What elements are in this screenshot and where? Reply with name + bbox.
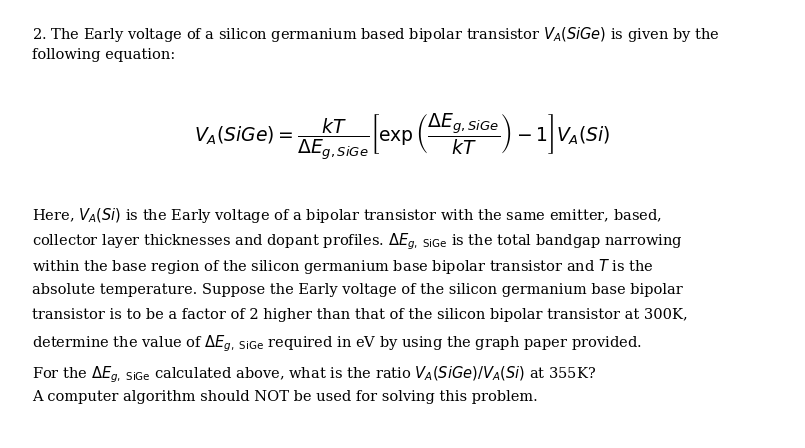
Text: within the base region of the silicon germanium base bipolar transistor and $\ma: within the base region of the silicon ge… (32, 257, 654, 276)
Text: For the $\Delta E_{g,\mathrm{~SiGe}}$ calculated above, what is the ratio $\math: For the $\Delta E_{g,\mathrm{~SiGe}}$ ca… (32, 364, 597, 385)
Text: following equation:: following equation: (32, 48, 175, 62)
Text: 2. The Early voltage of a silicon germanium based bipolar transistor $\mathit{V_: 2. The Early voltage of a silicon german… (32, 25, 720, 43)
Text: determine the value of $\Delta E_{g,\mathrm{~SiGe}}$ required in eV by using the: determine the value of $\Delta E_{g,\mat… (32, 334, 642, 354)
Text: A computer algorithm should NOT be used for solving this problem.: A computer algorithm should NOT be used … (32, 390, 538, 404)
Text: collector layer thicknesses and dopant profiles. $\Delta E_{g,\mathrm{~SiGe}}$ i: collector layer thicknesses and dopant p… (32, 232, 683, 252)
Text: $\mathit{V}_{\mathit{A}}\mathit{(SiGe)} = \dfrac{k\mathit{T}}{\Delta E_{g, SiGe}: $\mathit{V}_{\mathit{A}}\mathit{(SiGe)} … (194, 112, 611, 162)
Text: Here, $\mathit{V_A(Si)}$ is the Early voltage of a bipolar transistor with the s: Here, $\mathit{V_A(Si)}$ is the Early vo… (32, 206, 663, 225)
Text: absolute temperature. Suppose the Early voltage of the silicon germanium base bi: absolute temperature. Suppose the Early … (32, 283, 683, 297)
Text: transistor is to be a factor of 2 higher than that of the silicon bipolar transi: transistor is to be a factor of 2 higher… (32, 308, 688, 322)
